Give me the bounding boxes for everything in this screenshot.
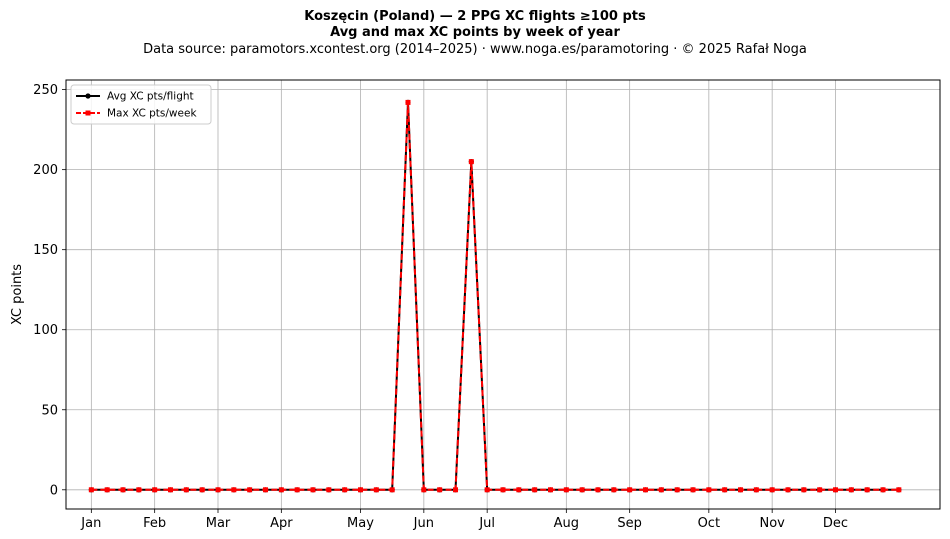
max-point xyxy=(152,487,158,493)
chart-subtitle: Avg and max XC points by week of year xyxy=(330,25,620,40)
legend-max-marker xyxy=(85,110,91,116)
legend-max-label: Max XC pts/week xyxy=(107,108,197,120)
max-point xyxy=(738,487,743,493)
max-point xyxy=(500,487,506,493)
max-point xyxy=(421,487,427,493)
y-tick-label: 150 xyxy=(33,243,58,258)
max-point xyxy=(104,487,110,493)
x-tick-label: Oct xyxy=(698,516,720,531)
x-tick-label: Feb xyxy=(143,516,166,531)
max-point xyxy=(864,487,870,493)
max-point xyxy=(516,487,522,493)
y-tick-label: 250 xyxy=(33,83,58,98)
max-point xyxy=(358,487,363,493)
y-tick-label: 100 xyxy=(33,323,58,338)
legend: Avg XC pts/flight Max XC pts/week xyxy=(70,84,212,125)
max-point xyxy=(722,487,728,493)
max-point xyxy=(88,487,94,493)
max-point xyxy=(880,487,886,493)
max-point xyxy=(833,487,838,493)
max-point xyxy=(658,487,664,493)
series-layer xyxy=(88,99,902,493)
x-tick-label: Dec xyxy=(823,516,848,531)
max-point xyxy=(532,487,538,493)
x-tick-label: Sep xyxy=(617,516,642,531)
max-point xyxy=(896,487,902,493)
max-point xyxy=(595,487,601,493)
max-point xyxy=(326,487,332,493)
max-point xyxy=(231,487,237,493)
x-tick-label: Jan xyxy=(80,516,101,531)
y-tick-label: 0 xyxy=(50,483,58,498)
legend-avg-label: Avg XC pts/flight xyxy=(107,91,194,103)
plot-frame xyxy=(65,79,941,510)
max-point xyxy=(278,487,284,493)
max-point xyxy=(136,487,142,493)
x-tick-label: Jul xyxy=(478,516,495,531)
chart-title: Koszęcin (Poland) — 2 PPG XC flights ≥10… xyxy=(304,9,646,24)
max-point xyxy=(801,487,807,493)
x-tick-label: Aug xyxy=(554,516,579,531)
max-point xyxy=(294,487,300,493)
max-point xyxy=(310,487,316,493)
max-point xyxy=(437,487,443,493)
max-point xyxy=(484,487,490,493)
max-point xyxy=(468,159,474,165)
x-tick-label: Apr xyxy=(270,516,293,531)
max-point xyxy=(405,99,411,105)
y-tick-label: 200 xyxy=(33,163,58,178)
avg-series-line xyxy=(91,101,899,491)
max-point xyxy=(247,487,253,493)
y-axis-label: XC points xyxy=(10,264,25,325)
max-point xyxy=(563,487,569,493)
max-point xyxy=(389,487,395,493)
max-point xyxy=(199,487,205,493)
max-point xyxy=(611,487,617,493)
max-point xyxy=(120,487,126,493)
max-point xyxy=(183,487,189,493)
max-point xyxy=(215,487,221,493)
max-point xyxy=(643,487,648,493)
max-point xyxy=(627,487,633,493)
x-tick-label: Nov xyxy=(759,516,785,531)
max-point xyxy=(753,487,759,493)
max-point xyxy=(263,487,268,493)
legend-box xyxy=(70,84,212,125)
data-source-note: Data source: paramotors.xcontest.org (20… xyxy=(143,42,807,57)
max-point xyxy=(373,487,379,493)
chart-titles: Koszęcin (Poland) — 2 PPG XC flights ≥10… xyxy=(0,9,950,58)
max-point xyxy=(674,487,680,493)
y-tick-label: 50 xyxy=(41,403,58,418)
max-point xyxy=(769,487,775,493)
max-point xyxy=(690,487,696,493)
max-point xyxy=(785,487,791,493)
max-point xyxy=(706,487,712,493)
max-point xyxy=(168,487,173,493)
y-axis: 0 50 100 150 200 250 xyxy=(33,83,66,498)
max-point xyxy=(342,487,348,493)
grid-lines xyxy=(66,80,940,509)
max-point xyxy=(817,487,823,493)
max-point xyxy=(579,487,585,493)
x-tick-label: Jun xyxy=(413,516,434,531)
max-point xyxy=(548,487,553,493)
max-point xyxy=(848,487,854,493)
max-point xyxy=(453,487,458,493)
x-tick-label: Mar xyxy=(206,516,231,531)
x-tick-label: May xyxy=(347,516,374,531)
max-series-line xyxy=(91,101,899,491)
legend-avg-marker xyxy=(85,93,91,99)
x-axis: Jan Feb Mar Apr May Jun Jul Aug Sep Oct Nov Dec xyxy=(80,509,848,531)
